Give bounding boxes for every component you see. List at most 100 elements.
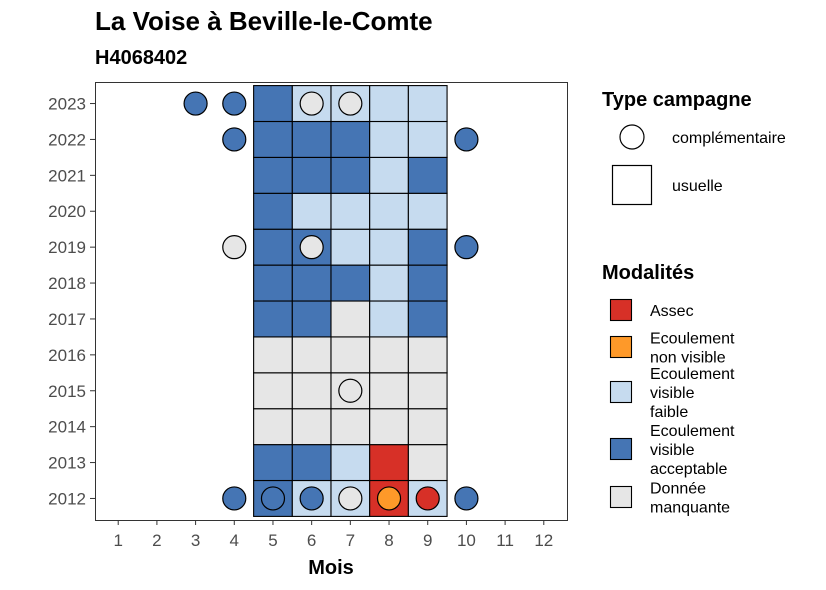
y-tick-label-2015: 2015 <box>48 382 86 401</box>
point-2019-6 <box>299 235 324 260</box>
y-tick-label-2013: 2013 <box>48 454 86 473</box>
tile-2015-8 <box>369 372 409 410</box>
legend-label-ecoulement_visible_acceptable-0: Ecoulement <box>650 423 735 440</box>
tile-2021-5 <box>253 156 293 194</box>
tile-2014-5 <box>253 408 293 446</box>
point-2019-4 <box>222 235 247 260</box>
tile-2022-8 <box>369 120 409 158</box>
x-tick-label-3: 3 <box>191 531 200 550</box>
point-2012-9 <box>415 486 440 511</box>
y-tick-label-2012: 2012 <box>48 489 86 508</box>
y-axis-ticks: 2012 2013 2014 2015 2016 2017 2018 2019 2020 2021… <box>48 95 95 508</box>
legend-swatch-ecoulement_visible_faible <box>609 380 633 404</box>
tile-2016-7 <box>330 336 371 374</box>
point-2012-6 <box>299 486 324 511</box>
legend-complementaire-symbol <box>619 124 645 150</box>
x-axis-ticks: 1 2 3 4 5 6 7 8 9 10 11 12 <box>113 520 553 550</box>
legend-label-assec-0: Assec <box>650 303 694 320</box>
tile-2019-7 <box>330 228 371 266</box>
point-2012-7 <box>338 486 363 511</box>
tile-2017-5 <box>253 300 293 338</box>
legend-label-donnee_manquante-0: Donnée <box>650 481 706 498</box>
point-2015-7 <box>338 378 363 403</box>
tile-2013-9 <box>407 444 448 482</box>
y-tick-label-2014: 2014 <box>48 418 86 437</box>
tile-2013-7 <box>330 444 371 482</box>
x-tick-label-9: 9 <box>423 531 432 550</box>
legend-swatch-ecoulement_non_visible <box>609 335 633 359</box>
tile-2016-9 <box>407 336 448 374</box>
legend-label-ecoulement_non_visible-1: non visible <box>650 350 726 367</box>
tile-2017-8 <box>369 300 409 338</box>
tile-2020-8 <box>369 192 409 230</box>
tile-2022-7 <box>330 120 371 158</box>
chart-title: La Voise à Beville-le-Comte <box>95 6 433 36</box>
legend-label-ecoulement_visible_faible-1: visible <box>650 385 695 402</box>
tile-2022-9 <box>407 120 448 158</box>
point-2023-6 <box>299 91 324 116</box>
point-2023-3 <box>183 91 208 116</box>
point-2012-10 <box>454 486 479 511</box>
point-2012-8 <box>376 486 402 511</box>
tile-2019-8 <box>369 228 409 266</box>
tile-2015-9 <box>407 372 448 410</box>
legend-complementaire-label: complémentaire <box>672 130 786 147</box>
tile-2018-7 <box>330 264 371 302</box>
x-tick-label-5: 5 <box>268 531 277 550</box>
legend-swatch-assec <box>609 298 633 322</box>
y-tick-label-2018: 2018 <box>48 274 86 293</box>
tile-2018-8 <box>369 264 409 302</box>
point-2023-4 <box>222 91 247 116</box>
tile-2020-7 <box>330 192 371 230</box>
legend-label-ecoulement_visible_faible-2: faible <box>650 404 688 421</box>
y-tick-label-2022: 2022 <box>48 130 86 149</box>
legend-modalites-title: Modalités <box>602 262 694 284</box>
x-tick-label-1: 1 <box>113 531 122 550</box>
legend-campagne-title: Type campagne <box>602 89 752 111</box>
x-tick-label-8: 8 <box>384 531 393 550</box>
tile-2014-9 <box>407 408 448 446</box>
tile-2023-9 <box>407 85 448 123</box>
chart-subtitle: H4068402 <box>95 47 187 69</box>
tile-2020-5 <box>253 192 293 230</box>
point-2023-7 <box>338 91 363 116</box>
legend-swatch-donnee_manquante <box>609 485 633 509</box>
y-tick-label-2021: 2021 <box>48 166 86 185</box>
legend-label-donnee_manquante-1: manquante <box>650 500 730 517</box>
tile-2013-6 <box>291 444 332 482</box>
tile-2016-8 <box>369 336 409 374</box>
tile-2021-6 <box>291 156 332 194</box>
tile-2021-7 <box>330 156 371 194</box>
tile-2018-6 <box>291 264 332 302</box>
tile-2019-9 <box>407 228 448 266</box>
legend-label-ecoulement_visible_faible-0: Ecoulement <box>650 366 735 383</box>
legend-label-ecoulement_non_visible-0: Ecoulement <box>650 331 735 348</box>
tile-2018-5 <box>253 264 293 302</box>
point-2022-10 <box>454 127 479 152</box>
x-tick-label-7: 7 <box>346 531 355 550</box>
points-layer <box>183 91 479 511</box>
x-tick-label-11: 11 <box>496 531 514 550</box>
tile-2020-9 <box>407 192 448 230</box>
y-tick-label-2016: 2016 <box>48 346 86 365</box>
tile-2014-8 <box>369 408 409 446</box>
legend-swatch-ecoulement_visible_acceptable <box>609 437 633 461</box>
y-tick-label-2020: 2020 <box>48 202 86 221</box>
tile-2014-7 <box>330 408 371 446</box>
tile-2021-9 <box>407 156 448 194</box>
point-2022-4 <box>222 127 247 152</box>
tile-2016-5 <box>253 336 293 374</box>
tile-2021-8 <box>369 156 409 194</box>
x-tick-label-12: 12 <box>534 531 553 550</box>
point-2012-4 <box>222 486 247 511</box>
tiles-layer <box>253 85 448 517</box>
y-tick-label-2023: 2023 <box>48 95 86 114</box>
tile-2013-5 <box>253 444 293 482</box>
legend-label-ecoulement_visible_acceptable-1: visible <box>650 442 695 459</box>
point-2019-10 <box>454 235 479 260</box>
legend-label-ecoulement_visible_acceptable-2: acceptable <box>650 461 727 478</box>
tile-2023-8 <box>369 85 409 123</box>
